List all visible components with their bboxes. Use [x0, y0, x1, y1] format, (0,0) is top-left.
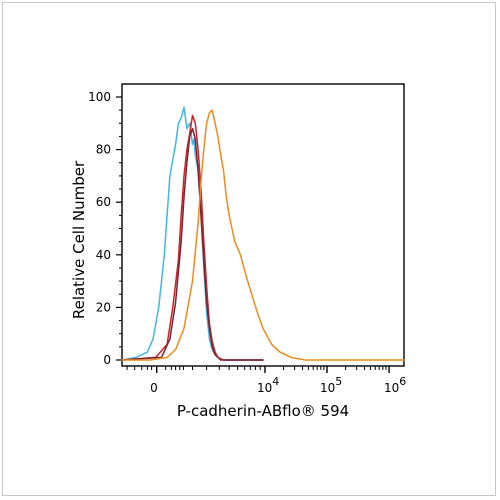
x-tick-label-3: 106	[384, 375, 406, 395]
y-tick-label-100: 100	[88, 90, 111, 104]
y-tick-label-60: 60	[96, 195, 111, 209]
y-axis-title: Relative Cell Number	[70, 160, 88, 319]
y-tick-label-0: 0	[103, 353, 111, 367]
chart-frame	[2, 2, 496, 496]
series-line-0	[121, 106, 264, 361]
y-tick-label-40: 40	[96, 248, 111, 262]
plot-area: 0 20 40 60 80 100 0 104 105 106	[88, 83, 406, 395]
series-line-2	[121, 127, 264, 361]
y-tick-label-80: 80	[96, 143, 111, 157]
series-line-1	[121, 114, 264, 361]
plot-border	[121, 83, 405, 367]
x-tick-label-2: 105	[320, 375, 342, 395]
x-axis-title: P-cadherin-ABflo® 594	[177, 402, 349, 420]
y-tick-label-20: 20	[96, 300, 111, 314]
x-tick-label-0: 0	[150, 381, 158, 395]
series-line-3	[121, 109, 405, 361]
x-tick-label-1: 104	[257, 375, 279, 395]
